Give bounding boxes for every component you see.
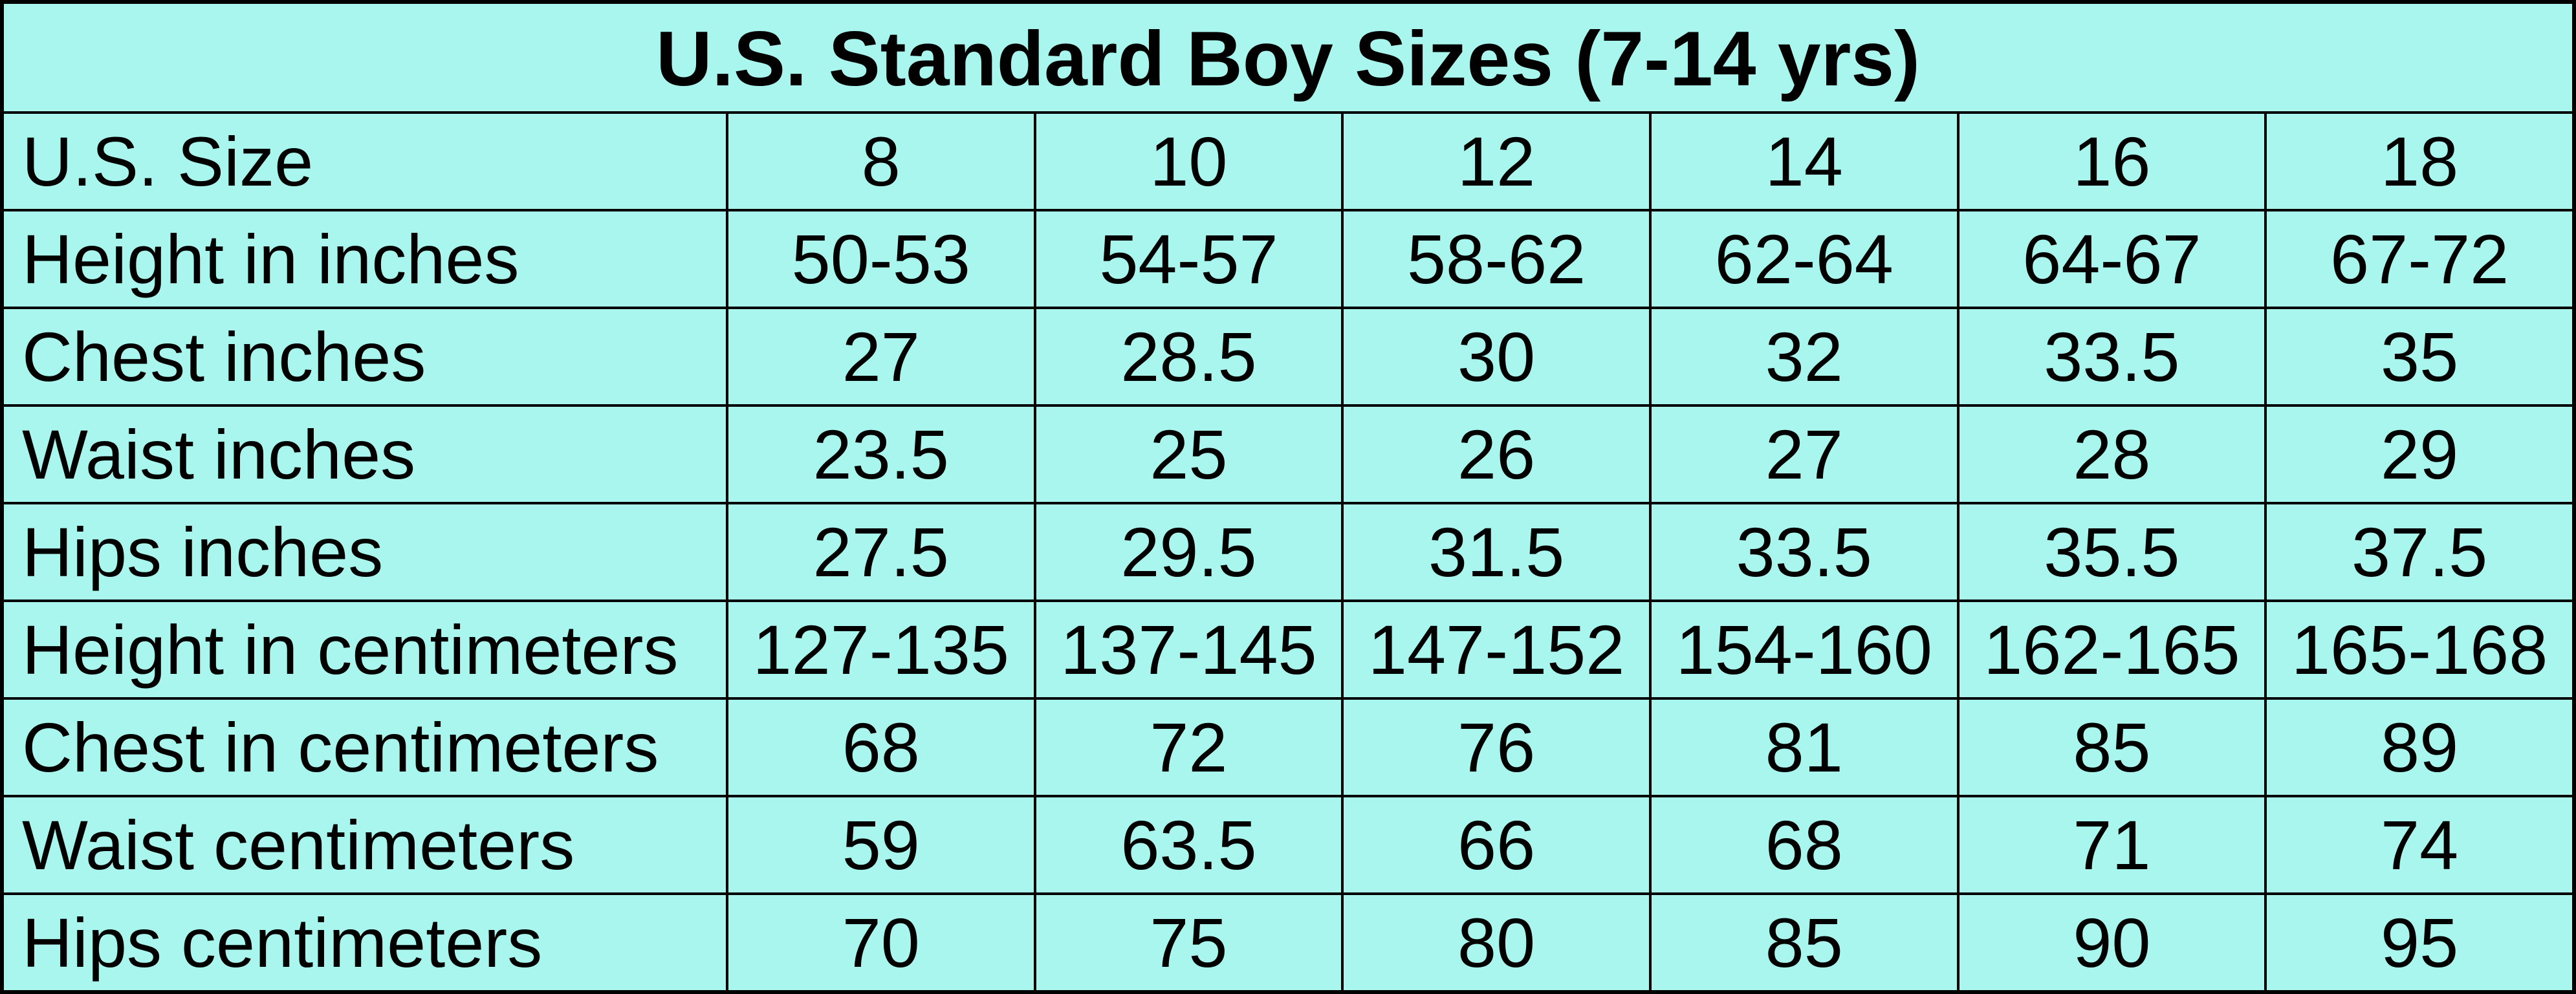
table-cell: 10 — [1035, 113, 1343, 210]
table-cell: 18 — [2265, 113, 2574, 210]
table-cell: 25 — [1035, 405, 1343, 503]
size-table: U.S. Standard Boy Sizes (7-14 yrs) U.S. … — [0, 0, 2576, 994]
table-cell: 147-152 — [1342, 601, 1650, 698]
table-cell: 70 — [727, 894, 1035, 992]
table-row: Chest in centimeters 68 72 76 81 85 89 — [2, 698, 2574, 796]
table-cell: 23.5 — [727, 405, 1035, 503]
table-cell: 27 — [1650, 405, 1958, 503]
table-row: Chest inches 27 28.5 30 32 33.5 35 — [2, 308, 2574, 405]
table-cell: 66 — [1342, 796, 1650, 894]
table-cell: 137-145 — [1035, 601, 1343, 698]
table-row: Waist centimeters 59 63.5 66 68 71 74 — [2, 796, 2574, 894]
table-cell: 64-67 — [1958, 210, 2266, 308]
table-cell: 62-64 — [1650, 210, 1958, 308]
table-cell: 14 — [1650, 113, 1958, 210]
table-row: Height in centimeters 127-135 137-145 14… — [2, 601, 2574, 698]
table-cell: 54-57 — [1035, 210, 1343, 308]
table-cell: 50-53 — [727, 210, 1035, 308]
table-cell: 80 — [1342, 894, 1650, 992]
table-cell: 90 — [1958, 894, 2266, 992]
table-cell: 30 — [1342, 308, 1650, 405]
table-cell: 95 — [2265, 894, 2574, 992]
row-label: Height in inches — [2, 210, 727, 308]
row-label: U.S. Size — [2, 113, 727, 210]
table-cell: 76 — [1342, 698, 1650, 796]
table-row: U.S. Size 8 10 12 14 16 18 — [2, 113, 2574, 210]
table-cell: 27 — [727, 308, 1035, 405]
table-cell: 27.5 — [727, 503, 1035, 601]
table-row: Hips centimeters 70 75 80 85 90 95 — [2, 894, 2574, 992]
table-cell: 154-160 — [1650, 601, 1958, 698]
table-cell: 85 — [1958, 698, 2266, 796]
table-cell: 28 — [1958, 405, 2266, 503]
table-cell: 35.5 — [1958, 503, 2266, 601]
table-cell: 68 — [1650, 796, 1958, 894]
table-cell: 37.5 — [2265, 503, 2574, 601]
table-row: Hips inches 27.5 29.5 31.5 33.5 35.5 37.… — [2, 503, 2574, 601]
row-label: Waist centimeters — [2, 796, 727, 894]
table-cell: 127-135 — [727, 601, 1035, 698]
table-cell: 16 — [1958, 113, 2266, 210]
table-cell: 72 — [1035, 698, 1343, 796]
row-label: Waist inches — [2, 405, 727, 503]
table-cell: 33.5 — [1958, 308, 2266, 405]
table-cell: 29.5 — [1035, 503, 1343, 601]
table-cell: 68 — [727, 698, 1035, 796]
row-label: Chest inches — [2, 308, 727, 405]
row-label: Hips centimeters — [2, 894, 727, 992]
table-cell: 162-165 — [1958, 601, 2266, 698]
table-cell: 63.5 — [1035, 796, 1343, 894]
table-cell: 33.5 — [1650, 503, 1958, 601]
table-cell: 32 — [1650, 308, 1958, 405]
table-cell: 31.5 — [1342, 503, 1650, 601]
table-cell: 26 — [1342, 405, 1650, 503]
table-row: Height in inches 50-53 54-57 58-62 62-64… — [2, 210, 2574, 308]
table-cell: 28.5 — [1035, 308, 1343, 405]
table-cell: 71 — [1958, 796, 2266, 894]
table-cell: 12 — [1342, 113, 1650, 210]
table-title: U.S. Standard Boy Sizes (7-14 yrs) — [2, 2, 2574, 113]
table-cell: 29 — [2265, 405, 2574, 503]
table-row: Waist inches 23.5 25 26 27 28 29 — [2, 405, 2574, 503]
table-cell: 59 — [727, 796, 1035, 894]
table-cell: 81 — [1650, 698, 1958, 796]
table-cell: 67-72 — [2265, 210, 2574, 308]
table-cell: 8 — [727, 113, 1035, 210]
table-cell: 89 — [2265, 698, 2574, 796]
table-cell: 75 — [1035, 894, 1343, 992]
row-label: Hips inches — [2, 503, 727, 601]
table-cell: 35 — [2265, 308, 2574, 405]
table-cell: 58-62 — [1342, 210, 1650, 308]
table-body: U.S. Size 8 10 12 14 16 18 Height in inc… — [2, 113, 2574, 992]
table-cell: 74 — [2265, 796, 2574, 894]
row-label: Height in centimeters — [2, 601, 727, 698]
title-row: U.S. Standard Boy Sizes (7-14 yrs) — [2, 2, 2574, 113]
row-label: Chest in centimeters — [2, 698, 727, 796]
table-cell: 85 — [1650, 894, 1958, 992]
table-cell: 165-168 — [2265, 601, 2574, 698]
